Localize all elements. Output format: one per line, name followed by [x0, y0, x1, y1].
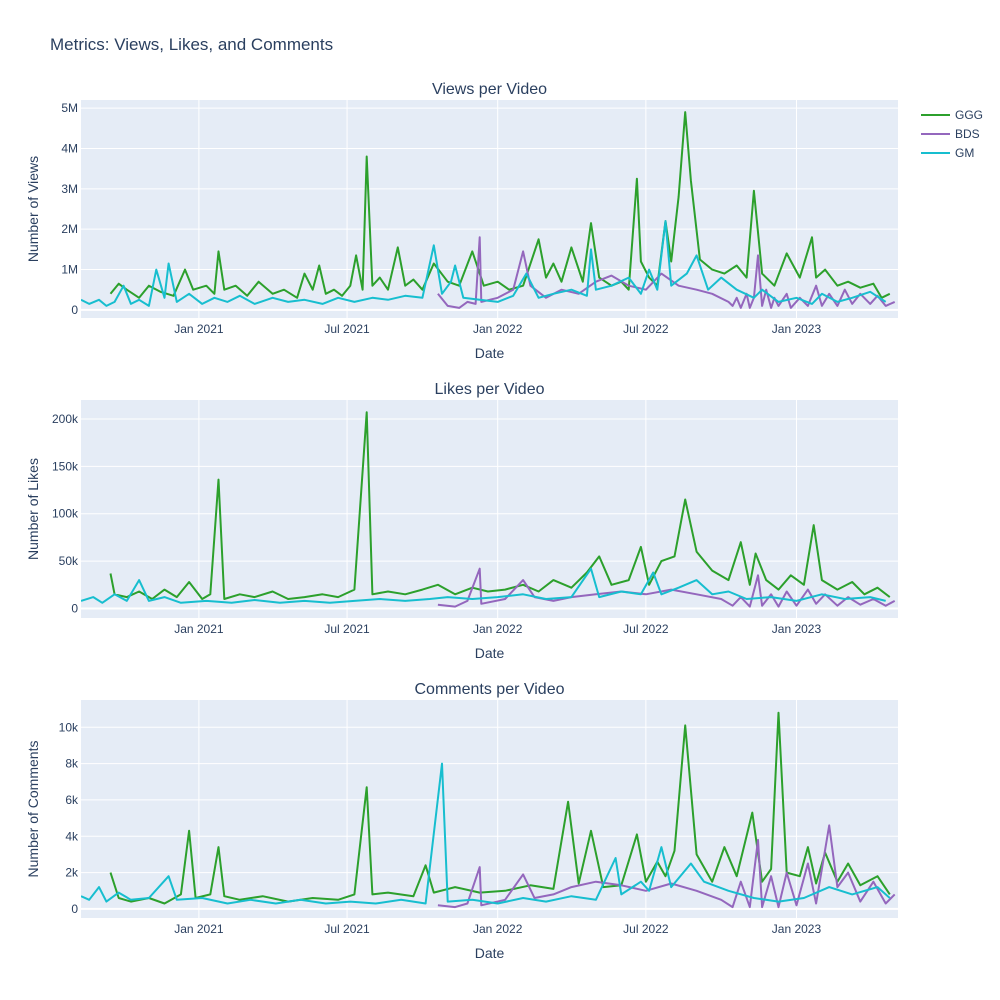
- series-line-ggg: [109, 111, 891, 299]
- x-tick-label: Jan 2023: [772, 322, 822, 336]
- y-tick-label: 6k: [65, 793, 79, 807]
- x-axis-title: Date: [475, 645, 505, 661]
- legend-item-ggg[interactable]: GGG: [921, 108, 983, 122]
- x-tick-label: Jan 2022: [473, 622, 523, 636]
- plot-area: [81, 400, 898, 618]
- subplot-panels: 0 1M 2M 3M 4M 5M Jan 2021 Jul 2021 Jan 2022 Jul 2…: [25, 81, 898, 961]
- legend-label: GGG: [955, 108, 983, 122]
- x-tick-label: Jan 2022: [473, 322, 523, 336]
- y-tick-label: 200k: [52, 412, 79, 426]
- subplot-title: Likes per Video: [435, 381, 545, 398]
- x-tick-label: Jan 2022: [473, 922, 523, 936]
- x-tick-label: Jan 2023: [772, 622, 822, 636]
- series-line-gm: [81, 567, 886, 604]
- subplot-3: 0 2k 4k 6k 8k 10k Jan 2021 Jul 2021 Jan 2022 Jul …: [25, 681, 898, 961]
- legend-item-bds[interactable]: BDS: [921, 127, 980, 141]
- series-line-gm: [81, 220, 887, 307]
- y-tick-label: 2k: [65, 866, 79, 880]
- figure-title: Metrics: Views, Likes, and Comments: [50, 35, 333, 54]
- y-tick-label: 0: [71, 902, 78, 916]
- y-tick-label: 150k: [52, 459, 79, 473]
- y-axis-title: Number of Views: [25, 156, 41, 262]
- subplot-1: 0 1M 2M 3M 4M 5M Jan 2021 Jul 2021 Jan 2022 Jul 2…: [25, 81, 898, 361]
- y-axis-title: Number of Likes: [25, 458, 41, 560]
- y-tick-label: 10k: [59, 720, 79, 734]
- plot-area: [81, 100, 898, 318]
- y-tick-label: 5M: [61, 101, 78, 115]
- series-line-bds: [437, 236, 896, 309]
- x-tick-label: Jul 2022: [623, 622, 669, 636]
- subplot-title: Views per Video: [432, 81, 547, 98]
- x-tick-label: Jul 2021: [324, 322, 370, 336]
- y-tick-label: 1M: [61, 263, 78, 277]
- x-tick-label: Jul 2022: [623, 922, 669, 936]
- y-tick-label: 0: [71, 303, 78, 317]
- y-tick-label: 4M: [61, 141, 78, 155]
- y-tick-label: 8k: [65, 757, 79, 771]
- series-line-gm: [81, 762, 891, 905]
- series-line-ggg: [109, 711, 891, 905]
- subplot-title: Comments per Video: [415, 681, 565, 698]
- legend-label: BDS: [955, 127, 980, 141]
- x-tick-label: Jul 2021: [324, 622, 370, 636]
- series-line-bds: [437, 824, 896, 909]
- y-tick-label: 100k: [52, 507, 79, 521]
- series-line-bds: [437, 567, 896, 608]
- subplot-2: 0 50k 100k 150k 200k Jan 2021 Jul 2021 Jan 2022…: [25, 381, 898, 661]
- y-tick-label: 0: [71, 602, 78, 616]
- x-tick-label: Jul 2021: [324, 922, 370, 936]
- x-tick-label: Jan 2021: [174, 322, 224, 336]
- x-axis-title: Date: [475, 945, 505, 961]
- x-tick-label: Jan 2021: [174, 622, 224, 636]
- plot-area: [81, 700, 898, 918]
- legend[interactable]: GGG BDS GM: [921, 108, 983, 160]
- y-tick-label: 3M: [61, 182, 78, 196]
- x-tick-label: Jan 2021: [174, 922, 224, 936]
- y-tick-label: 2M: [61, 222, 78, 236]
- legend-label: GM: [955, 146, 974, 160]
- x-tick-label: Jul 2022: [623, 322, 669, 336]
- y-tick-label: 4k: [65, 829, 79, 843]
- legend-item-gm[interactable]: GM: [921, 146, 974, 160]
- y-tick-label: 50k: [59, 554, 79, 568]
- y-axis-title: Number of Comments: [25, 741, 41, 878]
- x-tick-label: Jan 2023: [772, 922, 822, 936]
- series-line-ggg: [109, 411, 891, 600]
- x-axis-title: Date: [475, 345, 505, 361]
